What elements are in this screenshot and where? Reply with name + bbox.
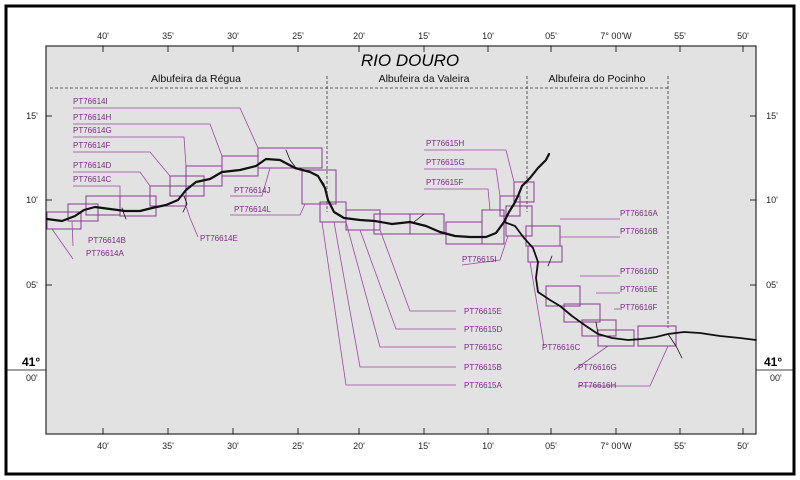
graticule-ticks: 40' 40' 35' 35' 30' 30' 25' 25' 20' 20' 15' 15' 10' 1… <box>26 31 778 451</box>
sheet-label: PT76616G <box>578 363 617 372</box>
leader-lines <box>51 107 669 387</box>
bottom-tick-label: 15' <box>418 441 430 451</box>
sheet-frames <box>46 147 677 347</box>
bottom-tick-label: 40' <box>97 441 109 451</box>
sheet-label: PT76615G <box>426 158 465 167</box>
bottom-tick-label: 7° 00'W <box>600 441 632 451</box>
sheet-label: PT76614B <box>88 236 126 245</box>
river-douro <box>45 149 757 359</box>
left-tick-label: 05' <box>26 280 38 290</box>
top-tick-label: 10' <box>482 31 494 41</box>
sheet-label: PT76614G <box>73 126 112 135</box>
sheet-label: PT76614H <box>73 113 111 122</box>
sheet-label: PT76616F <box>620 303 657 312</box>
sheet-label: PT76614E <box>200 234 238 243</box>
top-tick-label: 40' <box>97 31 109 41</box>
sheet-label: PT76614J <box>234 186 270 195</box>
bottom-tick-label: 10' <box>482 441 494 451</box>
sheet-label: PT76614F <box>73 141 110 150</box>
reach-label-pocinho: Albufeira do Pocinho <box>549 73 646 85</box>
sheet-label: PT76614C <box>73 175 111 184</box>
sheet-label: PT76615D <box>464 325 502 334</box>
sheet-label: PT76615C <box>464 343 502 352</box>
reach-label-regua: Albufeira da Régua <box>151 73 241 85</box>
bottom-tick-label: 50' <box>737 441 749 451</box>
map-area <box>45 45 757 435</box>
right-tick-label: 05' <box>766 280 778 290</box>
map-title: RIO DOURO <box>361 51 459 70</box>
sheet-label: PT76614A <box>86 249 124 258</box>
bottom-tick-label: 30' <box>227 441 239 451</box>
sheet-label: PT76615E <box>464 307 502 316</box>
bottom-tick-label: 20' <box>353 441 365 451</box>
sheet-label: PT76616H <box>578 381 616 390</box>
sheet-label: PT76616D <box>620 267 658 276</box>
sheet-label: PT76614L <box>234 205 271 214</box>
top-tick-label: 55' <box>674 31 686 41</box>
sheet-labels: PT76614I PT76614H PT76614G PT76614F PT76… <box>73 97 658 390</box>
sheet-label: PT76616E <box>620 285 658 294</box>
left-tick-label: 15' <box>26 111 38 121</box>
reach-label-valeira: Albufeira da Valeira <box>379 73 470 85</box>
top-tick-label: 7° 00'W <box>600 31 632 41</box>
reach-bars <box>50 76 669 328</box>
bottom-tick-label: 25' <box>292 441 304 451</box>
lat-41-min-right: 00' <box>770 373 782 383</box>
left-tick-label: 10' <box>26 195 38 205</box>
lat-41-min-left: 00' <box>26 373 38 383</box>
top-tick-label: 05' <box>545 31 557 41</box>
top-tick-label: 50' <box>737 31 749 41</box>
sheet-label: PT76615F <box>426 178 463 187</box>
lat-41-deg-left: 41° <box>22 355 40 369</box>
top-tick-label: 20' <box>353 31 365 41</box>
sheet-label: PT76615B <box>464 363 502 372</box>
top-tick-label: 25' <box>292 31 304 41</box>
bottom-tick-label: 35' <box>162 441 174 451</box>
bottom-tick-label: 05' <box>545 441 557 451</box>
lat-41-deg-right: 41° <box>764 355 782 369</box>
sheet-label: PT76615H <box>426 139 464 148</box>
sheet-label: PT76614I <box>73 97 108 106</box>
bottom-tick-label: 55' <box>674 441 686 451</box>
top-tick-label: 30' <box>227 31 239 41</box>
top-tick-label: 35' <box>162 31 174 41</box>
sheet-label: PT76616C <box>542 343 580 352</box>
right-tick-label: 15' <box>766 111 778 121</box>
sheet-label: PT76615A <box>464 381 502 390</box>
sheet-label: PT76614D <box>73 161 111 170</box>
top-tick-label: 15' <box>418 31 430 41</box>
sheet-label: PT76616B <box>620 227 658 236</box>
sheet-label: PT76615I <box>462 255 497 264</box>
right-tick-label: 10' <box>766 195 778 205</box>
sheet-label: PT76616A <box>620 209 658 218</box>
